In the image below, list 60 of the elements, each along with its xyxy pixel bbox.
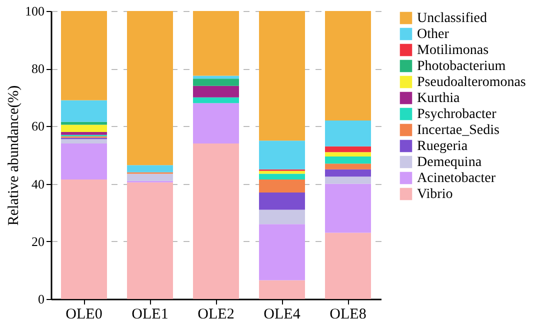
y-tick-label: 0 [38, 292, 44, 306]
bar [325, 164, 371, 170]
bar [61, 124, 107, 132]
legend-label: Acinetobacter [417, 171, 496, 186]
bar [325, 146, 371, 152]
x-tick-label: OLE1 [132, 306, 168, 322]
legend-label: Ruegeria [417, 139, 468, 154]
bar [259, 210, 305, 224]
x-tick-label: OLE4 [264, 306, 301, 322]
bar [259, 192, 305, 210]
bar [61, 132, 107, 135]
bar [325, 176, 371, 184]
legend-label: Photobacterium [417, 59, 506, 74]
bar [61, 179, 107, 299]
bar [325, 169, 371, 177]
bar [61, 100, 107, 122]
bar [325, 152, 371, 156]
y-tick-label: 20 [32, 234, 44, 249]
bar [259, 224, 305, 280]
bar [61, 143, 107, 180]
legend-label: Unclassified [417, 11, 487, 26]
x-tick-label: OLE2 [198, 306, 234, 322]
bar [193, 103, 239, 144]
y-tick-label: 40 [32, 176, 44, 192]
bar [259, 140, 305, 170]
y-tick-label: 80 [32, 61, 44, 76]
legend-label: Motilimonas [417, 43, 489, 58]
bar [61, 139, 107, 144]
bar [193, 78, 239, 86]
bar [193, 97, 239, 104]
bar [259, 280, 305, 299]
legend-label: Demequina [417, 155, 482, 170]
y-tick-label: 60 [32, 118, 44, 134]
bar [127, 165, 173, 172]
x-tick-label: OLE0 [66, 306, 102, 322]
x-tick-label: OLE8 [330, 306, 366, 322]
bar [193, 11, 239, 76]
bar [325, 120, 371, 146]
bar [325, 156, 371, 164]
bar [259, 179, 305, 192]
legend-label: Other [417, 27, 450, 42]
legend-label: Pseudoalteromonas [417, 75, 526, 90]
legend-label: Incertae_Sedis [417, 123, 500, 138]
legend-label: Kurthia [417, 91, 461, 106]
bar [259, 11, 305, 141]
bar [61, 11, 107, 100]
bar [325, 11, 371, 120]
bar [325, 232, 371, 299]
legend-label: Vibrio [417, 187, 453, 202]
bar [127, 182, 173, 299]
y-tick-label: 100 [25, 4, 44, 18]
bar [259, 174, 305, 180]
bar [61, 122, 107, 125]
bar [193, 143, 239, 299]
bar [193, 86, 239, 98]
bar [127, 11, 173, 166]
bar [325, 184, 371, 233]
bar [127, 174, 173, 181]
legend-label: Psychrobacter [417, 107, 497, 122]
y-axis-title: Relative abundance(%) [6, 85, 22, 226]
